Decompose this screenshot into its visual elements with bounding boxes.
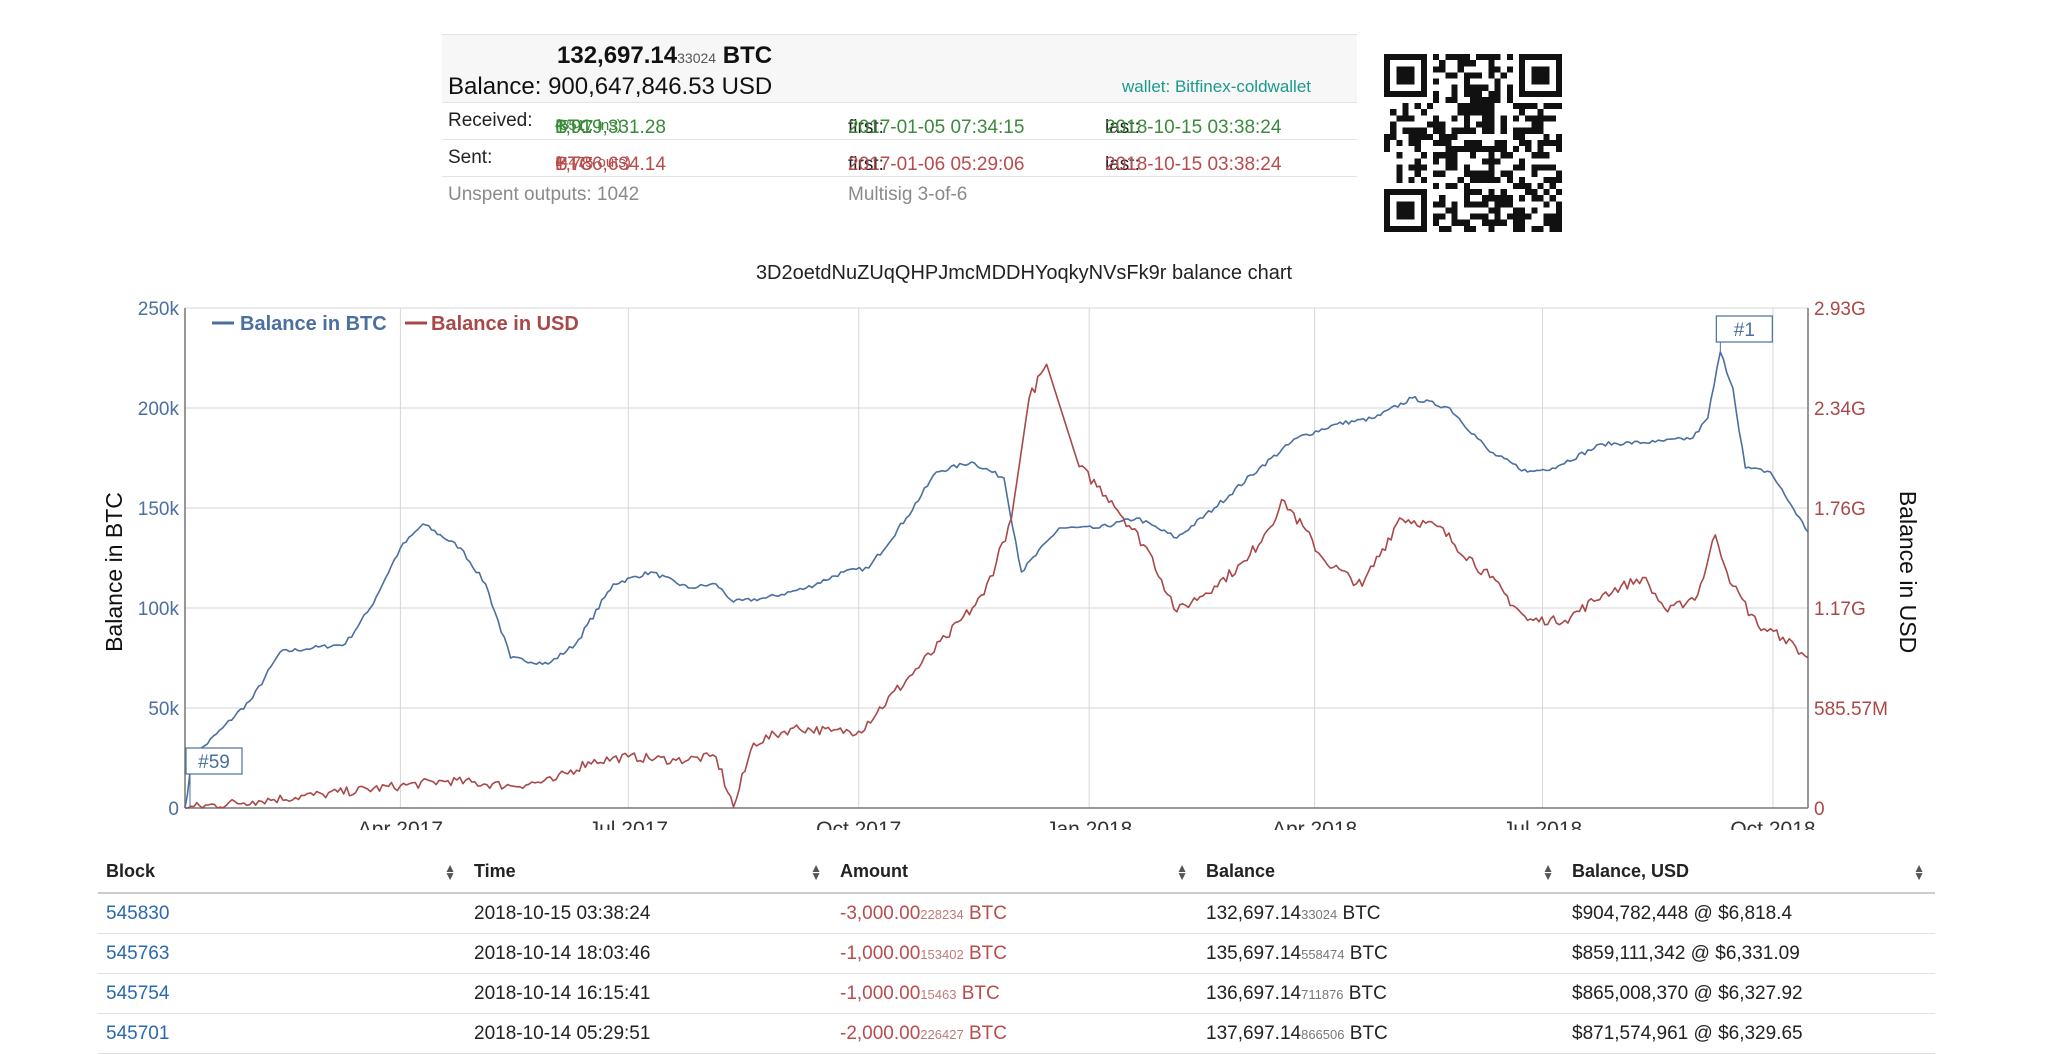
transactions-table: Block ▲ ▼ Time ▲ ▼ Amount ▲ ▼ Balance ▲ ▼ Balanc…: [98, 855, 1935, 1054]
annotation-label: #59: [198, 752, 230, 773]
y-left-tick-label: 250k: [138, 299, 180, 320]
chart-legend[interactable]: Balance in BTC Balance in USD: [212, 313, 579, 335]
annotation-box: [1715, 315, 1773, 343]
tx-time: 2018-10-15 03:38:24: [466, 893, 832, 934]
y-right-tick-label: 0: [1814, 799, 1825, 820]
tx-balance: 137,697.14866506 BTC: [1198, 1013, 1564, 1054]
legend-btc[interactable]: Balance in BTC: [240, 313, 387, 335]
legend-usd[interactable]: Balance in USD: [431, 313, 579, 335]
tx-balance-usd: $904,782,448 @ $6,818.4: [1564, 893, 1935, 934]
tx-balance-usd: $865,008,370 @ $6,327.92: [1564, 973, 1935, 1014]
extra-row: Unspent outputs: 1042 Multisig 3-of-6: [442, 176, 1357, 213]
annotation-flag[interactable]: #59: [185, 747, 243, 808]
address-summary: 132,697.1433024 BTC Balance: 900,647,846…: [442, 34, 1357, 213]
chart-title: 3D2oetdNuZUqQHPJmcMDDHYoqkyNVsFk9r balan…: [755, 262, 1293, 284]
tx-time: 2018-10-14 16:15:41: [466, 973, 832, 1014]
series-layer: [184, 351, 1809, 809]
y-right-tick-label: 2.34G: [1814, 399, 1866, 420]
tx-balance: 136,697.14711876 BTC: [1198, 973, 1564, 1014]
balance-chart: 0 50k 100k 150k 200k 250k 0 585.57M 1.17G 1.76G 2…: [101, 299, 1921, 830]
tx-amount: -3,000.00228234 BTC: [832, 893, 1198, 934]
table-row: 545830 2018-10-15 03:38:24 -3,000.002282…: [98, 893, 1935, 934]
y-left-tick-label: 100k: [138, 599, 180, 620]
y-right-tick-label: 2.93G: [1814, 299, 1866, 320]
y-left-tick-label: 50k: [148, 699, 179, 720]
sort-icon[interactable]: ▲ ▼: [1176, 861, 1188, 883]
series-line-usd: [185, 363, 1809, 809]
qr-modules: [1384, 54, 1562, 232]
sort-icon[interactable]: ▲ ▼: [810, 861, 822, 883]
x-tick-label: Jan 2018: [1046, 818, 1132, 830]
block-link[interactable]: 545830: [98, 893, 466, 934]
annotation-box: [185, 747, 243, 775]
tx-balance: 135,697.14558474 BTC: [1198, 933, 1564, 974]
tx-time: 2018-10-14 18:03:46: [466, 933, 832, 974]
col-balance[interactable]: Balance ▲ ▼: [1198, 855, 1564, 894]
tx-balance-usd: $871,574,961 @ $6,329.65: [1564, 1013, 1935, 1054]
unspent-outputs: Unspent outputs: 1042: [448, 184, 640, 205]
table-row: 545701 2018-10-14 05:29:51 -2,000.002264…: [98, 1013, 1935, 1054]
y-right-tick-label: 1.76G: [1814, 499, 1866, 520]
balance-usd: Balance: 900,647,846.53 USD: [448, 73, 773, 100]
sent-row: Sent: 1,786,634.14 1 BTC (4475 outs) firs…: [442, 139, 1357, 176]
sent-label: Sent:: [448, 147, 493, 168]
tx-amount: -1,000.00153402 BTC: [832, 933, 1198, 974]
x-tick-label: Oct 2018: [1730, 818, 1815, 830]
y-left-tick-label: 150k: [138, 499, 180, 520]
tx-time: 2018-10-14 05:29:51: [466, 1013, 832, 1054]
plot-frame: [184, 308, 1809, 809]
block-link[interactable]: 545701: [98, 1013, 466, 1054]
tx-balance: 132,697.1433024 BTC: [1198, 893, 1564, 934]
balance-btc: 132,697.1433024 BTC: [557, 42, 773, 69]
annotation-label: #1: [1734, 320, 1755, 341]
col-amount[interactable]: Amount ▲ ▼: [832, 855, 1198, 894]
x-tick-label: Jul 2018: [1503, 818, 1582, 830]
series-line-btc: [184, 351, 1809, 809]
tx-amount: -1,000.0015463 BTC: [832, 973, 1198, 1014]
sort-icon[interactable]: ▲ ▼: [1913, 861, 1925, 883]
x-tick-label: Oct 2017: [816, 818, 901, 830]
right-axis: 0 585.57M 1.17G 1.76G 2.34G 2.93G: [1814, 299, 1888, 820]
received-label: Received:: [448, 110, 533, 131]
multisig-info: Multisig 3-of-6: [848, 184, 968, 205]
tx-amount: -2,000.00226427 BTC: [832, 1013, 1198, 1054]
table-header-row: Block ▲ ▼ Time ▲ ▼ Amount ▲ ▼ Balance ▲ ▼ Balanc…: [98, 855, 1935, 894]
y-left-tick-label: 200k: [138, 399, 180, 420]
received-row: Received: 1,919,331.28 43 BTC (5517 ins) …: [442, 102, 1357, 139]
annotation-flag[interactable]: #1: [1715, 315, 1773, 352]
wallet-link[interactable]: wallet: Bitfinex-coldwallet: [1122, 77, 1311, 96]
block-link[interactable]: 545763: [98, 933, 466, 974]
x-tick-label: Jul 2017: [589, 818, 668, 830]
block-link[interactable]: 545754: [98, 973, 466, 1014]
balance-header: 132,697.1433024 BTC Balance: 900,647,846…: [442, 34, 1357, 102]
tx-balance-usd: $859,111,342 @ $6,331.09: [1564, 933, 1935, 974]
y-left-tick-label: 0: [168, 799, 179, 820]
y-axis-label-right: Balance in USD: [1895, 491, 1921, 653]
sort-icon[interactable]: ▲ ▼: [444, 861, 456, 883]
y-right-tick-label: 585.57M: [1814, 699, 1888, 720]
y-right-tick-label: 1.17G: [1814, 599, 1866, 620]
sort-icon[interactable]: ▲ ▼: [1542, 861, 1554, 883]
y-axis-label-left: Balance in BTC: [101, 492, 127, 652]
chart-annotations: #59 #1: [185, 315, 1773, 808]
col-time[interactable]: Time ▲ ▼: [466, 855, 832, 894]
qr-code-icon: [1384, 54, 1562, 232]
x-tick-label: Apr 2018: [1272, 818, 1357, 830]
col-block[interactable]: Block ▲ ▼: [98, 855, 466, 894]
table-row: 545763 2018-10-14 18:03:46 -1,000.001534…: [98, 933, 1935, 974]
col-balance-usd[interactable]: Balance, USD ▲ ▼: [1564, 855, 1935, 894]
table-row: 545754 2018-10-14 16:15:41 -1,000.001546…: [98, 973, 1935, 1014]
x-tick-label: Apr 2017: [358, 818, 443, 830]
x-axis: Apr 2017 Jul 2017 Oct 2017 Jan 2018 Apr 2018…: [358, 818, 1816, 830]
left-axis: 0 50k 100k 150k 200k 250k: [138, 299, 180, 820]
